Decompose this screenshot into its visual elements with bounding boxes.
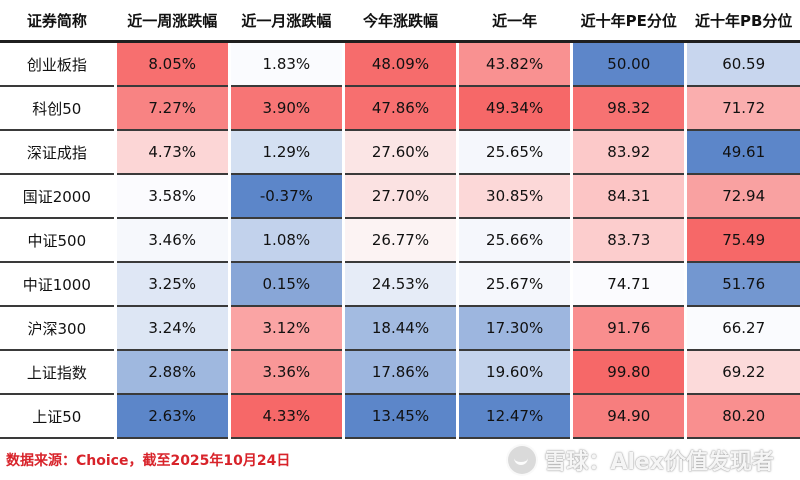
month-change-cell: 4.33%: [229, 394, 345, 438]
pb-percentile-cell: 60.59: [685, 41, 800, 86]
ytd-change-cell: 47.86%: [343, 86, 460, 130]
pb-percentile-cell: 69.22: [685, 350, 800, 394]
security-name: 沪深300: [0, 306, 117, 350]
pb-percentile-cell: 80.20: [685, 394, 800, 438]
header-name: 证券简称: [0, 0, 117, 43]
pb-percentile-cell: 66.27: [685, 306, 800, 350]
table-row: 沪深300 3.24% 3.12% 18.44% 17.30% 91.76 66.27: [0, 306, 800, 350]
pe-percentile-cell: 91.76: [571, 306, 688, 350]
pe-percentile-cell: 83.92: [571, 130, 688, 174]
snowball-logo-icon: [506, 444, 539, 476]
security-name: 国证2000: [0, 174, 117, 218]
ytd-change-cell: 24.53%: [343, 262, 460, 306]
month-change-cell: 3.90%: [229, 86, 345, 130]
security-name: 科创50: [0, 86, 117, 130]
data-table-container: 证券简称 近一周涨跌幅 近一月涨跌幅 今年涨跌幅 近一年 近十年PE分位 近十年…: [0, 0, 800, 438]
week-change-cell: 2.88%: [115, 350, 231, 394]
ytd-change-cell: 17.86%: [343, 350, 460, 394]
one-year-cell: 30.85%: [457, 174, 574, 218]
one-year-cell: 17.30%: [457, 306, 574, 350]
table-body: 创业板指 8.05% 1.83% 48.09% 43.82% 50.00 60.59 科创50…: [0, 41, 800, 438]
ytd-change-cell: 13.45%: [343, 394, 460, 438]
pe-percentile-cell: 83.73: [571, 218, 688, 262]
month-change-cell: 1.83%: [229, 41, 345, 86]
week-change-cell: 2.63%: [115, 394, 231, 438]
one-year-cell: 19.60%: [457, 350, 574, 394]
pe-percentile-cell: 74.71: [571, 262, 688, 306]
pe-percentile-cell: 99.80: [571, 350, 688, 394]
table-row: 国证2000 3.58% -0.37% 27.70% 30.85% 84.31 72.94: [0, 174, 800, 218]
pe-percentile-cell: 84.31: [571, 174, 688, 218]
security-name: 上证50: [0, 394, 117, 438]
ytd-change-cell: 27.70%: [343, 174, 460, 218]
table-row: 中证500 3.46% 1.08% 26.77% 25.66% 83.73 75.49: [0, 218, 800, 262]
one-year-cell: 49.34%: [457, 86, 574, 130]
table-row: 上证50 2.63% 4.33% 13.45% 12.47% 94.90 80.20: [0, 394, 800, 438]
table-row: 中证1000 3.25% 0.15% 24.53% 25.67% 74.71 51.76: [0, 262, 800, 306]
table-row: 创业板指 8.05% 1.83% 48.09% 43.82% 50.00 60.59: [0, 41, 800, 86]
header-ytd-change: 今年涨跌幅: [343, 0, 460, 43]
week-change-cell: 3.46%: [115, 218, 231, 262]
month-change-cell: 1.29%: [229, 130, 345, 174]
watermark-text: 雪球：Alex价值发现者: [544, 450, 774, 475]
month-change-cell: -0.37%: [229, 174, 345, 218]
month-change-cell: 1.08%: [229, 218, 345, 262]
security-name: 中证1000: [0, 262, 117, 306]
table-row: 上证指数 2.88% 3.36% 17.86% 19.60% 99.80 69.22: [0, 350, 800, 394]
header-month-change: 近一月涨跌幅: [229, 0, 345, 43]
pb-percentile-cell: 71.72: [685, 86, 800, 130]
ytd-change-cell: 18.44%: [343, 306, 460, 350]
pe-percentile-cell: 98.32: [571, 86, 688, 130]
header-week-change: 近一周涨跌幅: [115, 0, 231, 43]
month-change-cell: 3.36%: [229, 350, 345, 394]
week-change-cell: 8.05%: [115, 41, 231, 86]
pb-percentile-cell: 75.49: [685, 218, 800, 262]
one-year-cell: 25.66%: [457, 218, 574, 262]
data-source-note: 数据来源：Choice，截至2025年10月24日: [6, 453, 291, 469]
ytd-change-cell: 27.60%: [343, 130, 460, 174]
one-year-cell: 25.65%: [457, 130, 574, 174]
one-year-cell: 12.47%: [457, 394, 574, 438]
pb-percentile-cell: 72.94: [685, 174, 800, 218]
security-name: 深证成指: [0, 130, 117, 174]
one-year-cell: 25.67%: [457, 262, 574, 306]
pb-percentile-cell: 49.61: [685, 130, 800, 174]
ytd-change-cell: 48.09%: [343, 41, 460, 86]
week-change-cell: 3.25%: [115, 262, 231, 306]
index-performance-table: 证券简称 近一周涨跌幅 近一月涨跌幅 今年涨跌幅 近一年 近十年PE分位 近十年…: [0, 0, 800, 438]
watermark: 雪球：Alex价值发现者: [506, 444, 774, 476]
month-change-cell: 0.15%: [229, 262, 345, 306]
pb-percentile-cell: 51.76: [685, 262, 800, 306]
week-change-cell: 4.73%: [115, 130, 231, 174]
header-one-year: 近一年: [457, 0, 574, 43]
week-change-cell: 7.27%: [115, 86, 231, 130]
week-change-cell: 3.58%: [115, 174, 231, 218]
security-name: 中证500: [0, 218, 117, 262]
security-name: 创业板指: [0, 41, 117, 86]
table-row: 科创50 7.27% 3.90% 47.86% 49.34% 98.32 71.72: [0, 86, 800, 130]
table-row: 深证成指 4.73% 1.29% 27.60% 25.65% 83.92 49.61: [0, 130, 800, 174]
one-year-cell: 43.82%: [457, 41, 574, 86]
security-name: 上证指数: [0, 350, 117, 394]
header-row: 证券简称 近一周涨跌幅 近一月涨跌幅 今年涨跌幅 近一年 近十年PE分位 近十年…: [0, 0, 800, 43]
header-pe-percentile: 近十年PE分位: [571, 0, 688, 43]
pe-percentile-cell: 50.00: [571, 41, 688, 86]
footer: 数据来源：Choice，截至2025年10月24日 雪球：Alex价值发现者: [0, 440, 800, 480]
header-pb-percentile: 近十年PB分位: [685, 0, 800, 43]
pe-percentile-cell: 94.90: [571, 394, 688, 438]
month-change-cell: 3.12%: [229, 306, 345, 350]
week-change-cell: 3.24%: [115, 306, 231, 350]
ytd-change-cell: 26.77%: [343, 218, 460, 262]
